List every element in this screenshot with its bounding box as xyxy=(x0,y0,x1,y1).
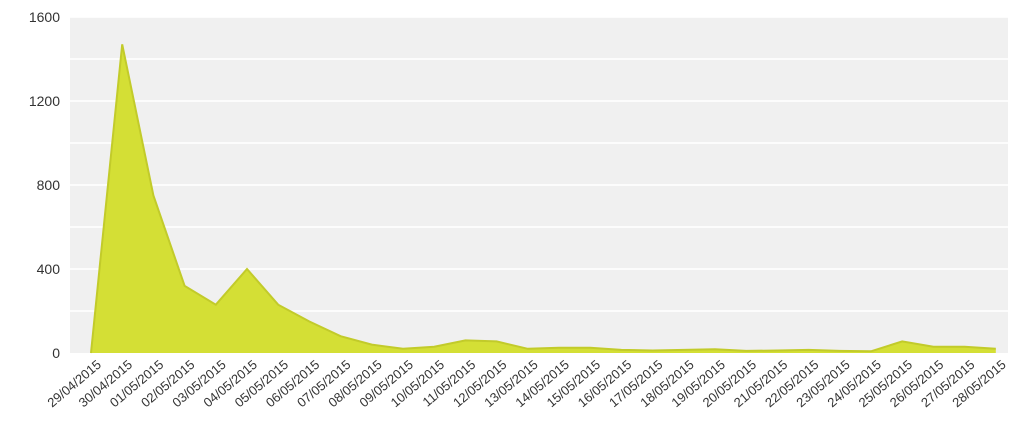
y-axis-tick-labels: 0 400 800 1200 1600 xyxy=(29,9,60,361)
series-area xyxy=(91,44,996,354)
y-tick-label: 1600 xyxy=(29,9,60,25)
x-axis-tick-labels: 29/04/201530/04/201501/05/201502/05/2015… xyxy=(44,357,1008,410)
y-tick-label: 0 xyxy=(52,345,60,361)
y-tick-label: 400 xyxy=(37,261,61,277)
y-tick-label: 800 xyxy=(37,177,61,193)
series-line xyxy=(90,44,996,354)
y-tick-label: 1200 xyxy=(29,93,60,109)
